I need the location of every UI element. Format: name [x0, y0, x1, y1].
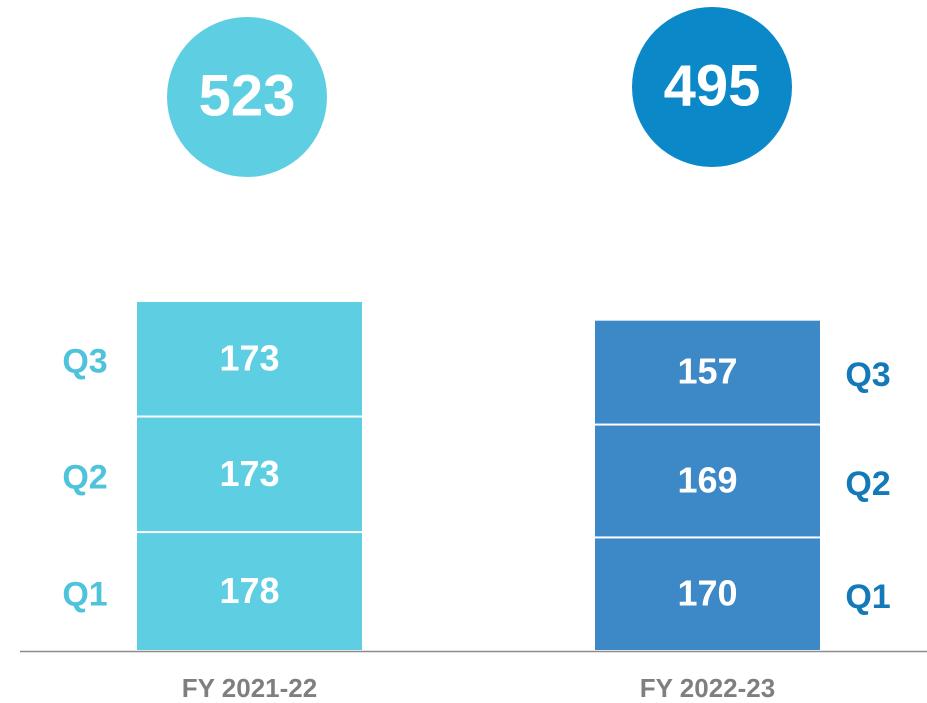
value-label: 169: [677, 460, 737, 501]
x-tick-label: FY 2022-23: [640, 673, 775, 703]
series-label: Q2: [845, 465, 890, 503]
bar-segment: [137, 533, 362, 650]
bar-segment: [595, 425, 820, 537]
value-label: 178: [219, 570, 279, 611]
series-label: Q3: [845, 356, 890, 394]
bar-segment: [137, 301, 362, 416]
total-label: 495: [664, 53, 761, 118]
series-label: Q1: [845, 578, 890, 616]
series-label: Q1: [62, 576, 107, 614]
bar-segment: [595, 320, 820, 424]
total-label: 523: [199, 63, 296, 128]
series-label: Q3: [62, 343, 107, 381]
x-tick-label: FY 2021-22: [182, 673, 317, 703]
total-circle: [167, 17, 327, 177]
value-label: 157: [677, 351, 737, 392]
value-label: 173: [219, 337, 279, 378]
bar-segment: [137, 417, 362, 532]
total-circle: [632, 7, 792, 167]
bar-segment: [595, 538, 820, 650]
value-label: 173: [219, 453, 279, 494]
series-label: Q2: [62, 458, 107, 496]
value-label: 170: [677, 573, 737, 614]
